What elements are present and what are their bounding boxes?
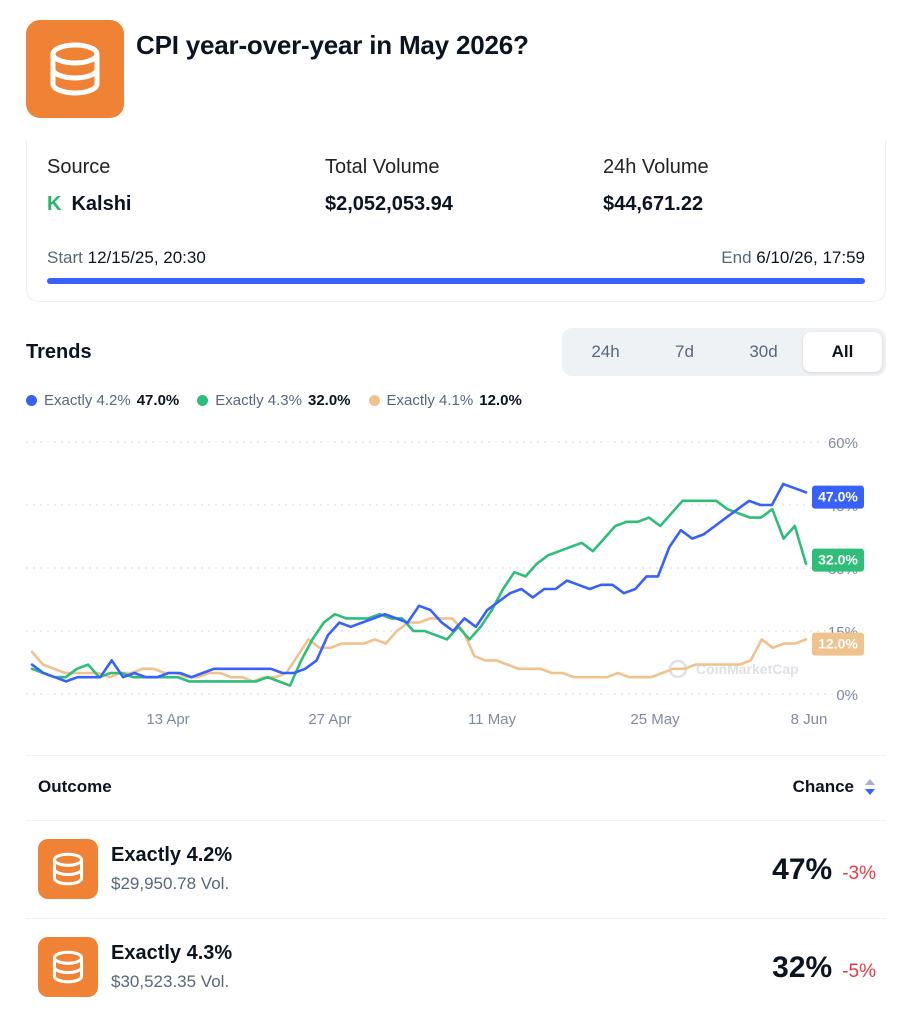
x-tick-label: 8 Jun: [791, 711, 828, 728]
database-icon: [50, 42, 100, 96]
outcome-chance: 32% -5%: [772, 951, 876, 985]
end-date: End 6/10/26, 17:59: [721, 248, 865, 268]
legend-value: 47.0%: [136, 392, 180, 409]
end-label: End: [721, 248, 752, 267]
series-end-label-text: 32.0%: [818, 552, 858, 568]
volume-24h-label: 24h Volume: [603, 156, 709, 178]
outcome-row[interactable]: Exactly 4.3% $30,523.35 Vol. 32% -5%: [38, 937, 876, 1007]
series-end-label-bg: [812, 632, 864, 656]
divider: [26, 755, 886, 756]
start-date: Start 12/15/25, 20:30: [47, 248, 206, 268]
database-icon: [52, 950, 84, 984]
divider: [26, 918, 886, 919]
kalshi-logo-icon: K: [47, 193, 62, 215]
outcome-volume: $30,523.35 Vol.: [111, 972, 230, 991]
outcome-name: Exactly 4.2%: [111, 844, 233, 866]
legend-value: 32.0%: [307, 392, 351, 409]
chance-column-header[interactable]: Chance: [793, 777, 876, 797]
series-end-label: 12.0%: [812, 632, 864, 656]
range-tab-all[interactable]: All: [803, 332, 882, 372]
range-tab-7d[interactable]: 7d: [675, 342, 694, 361]
legend-name: Exactly 4.2%: [44, 392, 131, 409]
range-tab-30d[interactable]: 30d: [749, 342, 778, 361]
legend-item-4-3[interactable]: Exactly 4.3% 32.0%: [197, 392, 351, 409]
outcome-chance-change: -3%: [842, 863, 876, 884]
outcome-name: Exactly 4.3%: [111, 942, 233, 964]
x-tick-label: 27 Apr: [308, 711, 351, 728]
series-end-label-bg: [812, 485, 864, 509]
market-progress-bar: [47, 278, 865, 284]
series-end-label-bg: [812, 548, 864, 572]
source-block: Source K Kalshi: [47, 156, 131, 216]
range-tab-24h[interactable]: 24h: [591, 342, 620, 361]
market-info-card: Source K Kalshi Total Volume $2,052,053.…: [26, 140, 886, 302]
sort-icon: [865, 779, 875, 795]
series-line: [30, 617, 808, 683]
series-line: [30, 499, 808, 687]
trends-title: Trends: [26, 341, 92, 363]
x-tick-label: 25 May: [630, 711, 680, 728]
start-label: Start: [47, 248, 83, 267]
chance-column-label: Chance: [792, 777, 854, 796]
legend-dot-icon: [368, 395, 380, 406]
outcome-icon: [38, 937, 98, 997]
legend-item-4-2[interactable]: Exactly 4.2% 47.0%: [26, 392, 179, 409]
series-end-label-text: 12.0%: [818, 636, 858, 652]
legend-name: Exactly 4.1%: [386, 392, 474, 409]
outcome-table-header: Outcome Chance: [38, 777, 876, 797]
chart-legend: Exactly 4.2% 47.0% Exactly 4.3% 32.0% Ex…: [26, 392, 540, 409]
y-tick-label: 0%: [836, 687, 858, 704]
total-volume-label: Total Volume: [325, 156, 440, 178]
y-tick-label: 60%: [828, 435, 858, 452]
source-value[interactable]: K Kalshi: [47, 193, 131, 216]
series-line: [30, 482, 808, 683]
series-end-label-text: 47.0%: [818, 489, 858, 505]
outcome-chance-value: 47%: [772, 853, 833, 886]
outcome-chance-change: -5%: [842, 961, 876, 982]
x-tick-label: 11 May: [468, 711, 517, 728]
volume-24h-value: $44,671.22: [603, 193, 704, 215]
outcome-row[interactable]: Exactly 4.2% $29,950.78 Vol. 47% -3%: [38, 839, 876, 909]
divider: [26, 820, 886, 821]
legend-value: 12.0%: [479, 392, 522, 409]
outcome-chance-value: 32%: [772, 951, 833, 984]
legend-dot-icon: [26, 395, 37, 406]
range-tabs: 24h 7d 30d All: [562, 328, 886, 376]
outcome-icon: [38, 839, 98, 899]
source-label: Source: [47, 156, 111, 178]
total-volume-value: $2,052,053.94: [325, 193, 453, 215]
database-icon: [52, 852, 84, 886]
market-logo: [26, 20, 124, 118]
end-value: 6/10/26, 17:59: [756, 248, 865, 267]
market-title: CPI year-over-year in May 2026?: [136, 30, 529, 60]
start-value: 12/15/25, 20:30: [87, 248, 206, 267]
volume-24h-block: 24h Volume $44,671.22: [603, 156, 709, 216]
series-end-label: 47.0%: [812, 485, 864, 509]
total-volume-block: Total Volume $2,052,053.94: [325, 156, 453, 216]
source-name: Kalshi: [71, 193, 132, 215]
outcome-chance: 47% -3%: [772, 853, 876, 887]
market-header: CPI year-over-year in May 2026?: [26, 20, 886, 120]
outcome-volume: $29,950.78 Vol.: [111, 874, 230, 893]
market-progress-fill: [47, 278, 865, 284]
series-end-label: 32.0%: [812, 548, 864, 572]
legend-dot-icon: [197, 395, 209, 406]
x-tick-label: 13 Apr: [146, 711, 189, 728]
legend-name: Exactly 4.3%: [215, 392, 302, 409]
legend-item-4-1[interactable]: Exactly 4.1% 12.0%: [368, 392, 522, 409]
outcome-column-label: Outcome: [38, 777, 112, 796]
